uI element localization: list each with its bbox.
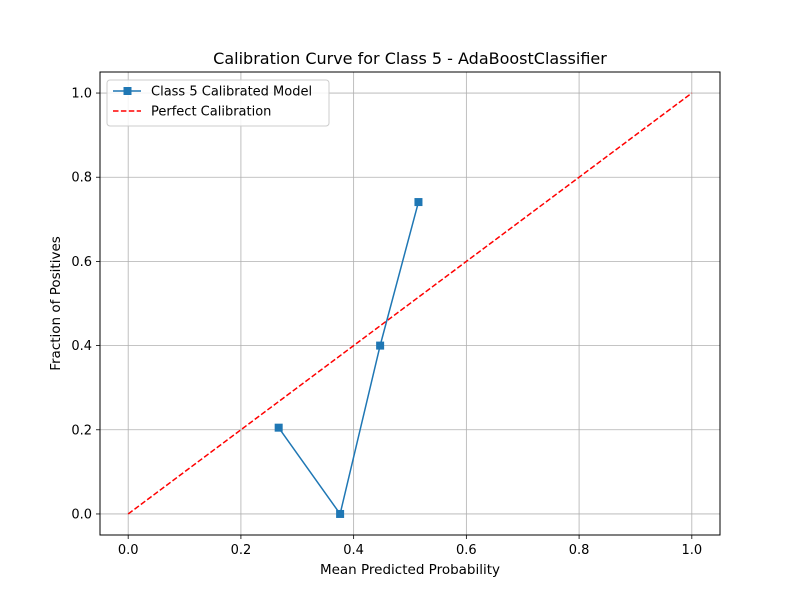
y-tick-label: 0.6 bbox=[71, 255, 92, 270]
legend-label-perfect: Perfect Calibration bbox=[151, 105, 271, 120]
y-tick-label: 0.0 bbox=[71, 507, 92, 522]
legend-marker-model bbox=[123, 87, 132, 95]
series-line-model bbox=[278, 201, 420, 516]
legend-box bbox=[106, 79, 330, 127]
y-tick-label: 0.2 bbox=[71, 423, 92, 438]
chart-title: Calibration Curve for Class 5 - AdaBoost… bbox=[213, 49, 607, 68]
data-point-marker bbox=[414, 198, 423, 207]
x-tick-label: 0.6 bbox=[456, 543, 477, 558]
series-layer bbox=[127, 92, 693, 518]
y-tick-label: 1.0 bbox=[71, 87, 92, 102]
y-tick-label: 0.8 bbox=[71, 171, 92, 186]
plot-frame bbox=[99, 71, 721, 536]
x-axis-label: Mean Predicted Probability bbox=[320, 562, 500, 578]
x-tick-label: 0.2 bbox=[231, 543, 252, 558]
legend: Class 5 Calibrated Model Perfect Calibra… bbox=[106, 79, 330, 127]
x-tick-label: 1.0 bbox=[681, 543, 702, 558]
x-axis-ticks: 0.0 0.2 0.4 0.6 0.8 1.0 bbox=[118, 535, 702, 558]
x-tick-label: 0.8 bbox=[569, 543, 590, 558]
series-line-perfect bbox=[127, 92, 693, 515]
y-axis-ticks: 0.0 0.2 0.4 0.6 0.8 1.0 bbox=[71, 87, 100, 522]
x-tick-label: 0.0 bbox=[118, 543, 139, 558]
data-point-marker bbox=[274, 423, 283, 432]
data-point-marker bbox=[376, 341, 385, 350]
y-axis-label: Fraction of Positives bbox=[48, 236, 64, 371]
y-tick-label: 0.4 bbox=[71, 339, 92, 354]
data-point-marker bbox=[336, 509, 345, 518]
legend-label-model: Class 5 Calibrated Model bbox=[151, 85, 312, 100]
x-tick-label: 0.4 bbox=[343, 543, 364, 558]
